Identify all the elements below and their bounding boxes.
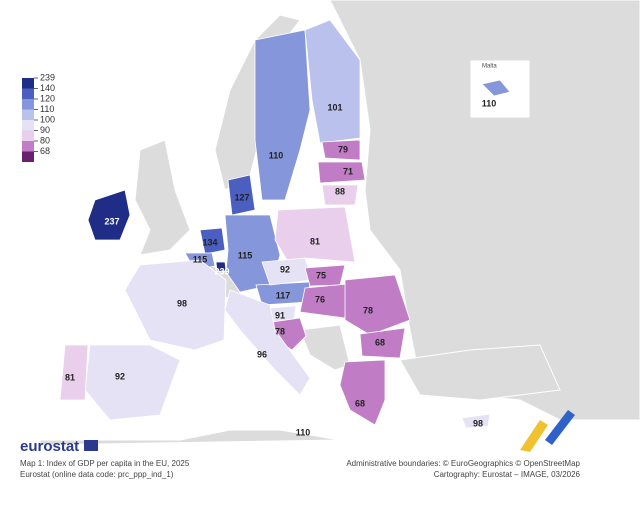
region-value: 115 [238,250,253,260]
region [481,79,511,97]
region-value: 92 [115,371,125,381]
region-value: 110 [296,427,311,437]
region-value: 134 [202,237,217,247]
region [359,327,406,359]
legend-label: 80 [40,135,50,145]
region-value: 98 [473,418,483,428]
region-value: 101 [327,102,342,112]
region [321,139,361,161]
region [339,359,386,426]
region-value: 75 [316,270,326,280]
region [227,174,256,216]
region-value: 81 [310,236,320,246]
legend-swatch [22,141,34,152]
region-value: 92 [280,264,290,274]
boundaries: Administrative boundaries: © EuroGeograp… [346,459,580,468]
region-value: 78 [363,305,373,315]
legend-swatch [22,88,34,99]
region [84,344,181,421]
region-value: 79 [338,144,348,154]
region [321,184,359,206]
caption: Map 1: Index of GDP per capita in the EU… [20,459,190,468]
region-value: 81 [65,372,75,382]
region-value: 78 [275,326,285,336]
legend-label: 239 [40,72,55,82]
region [344,274,411,336]
source: Eurostat (online data code: prc_ppp_ind_… [20,470,174,479]
region [87,189,131,241]
region [224,289,311,396]
eu-flag [84,440,98,451]
region-value: 96 [257,349,267,359]
legend-label: 100 [40,114,55,124]
region-value: 115 [193,254,208,264]
region-value: 68 [355,398,365,408]
region [304,19,361,144]
region-value: 110 [269,150,284,160]
legend-label: 110 [40,104,54,114]
legend-swatch [22,99,34,110]
region [59,344,89,401]
regions: 237 239 134 115 127 115 117 110 101 79 71 88 81 92 75 7… [59,19,511,437]
legend-swatch [22,109,34,120]
legend-label: 140 [40,83,55,93]
legend-swatch [22,120,34,131]
region-value: 110 [482,98,497,108]
region-value: 91 [275,310,285,320]
inset-title: Malta [482,64,497,70]
legend-swatch [22,151,34,162]
region-value: 239 [214,266,229,276]
region [317,161,366,184]
region-value: 98 [177,298,187,308]
region-value: 237 [104,216,119,226]
cartography: Cartography: Eurostat – IMAGE, 03/2026 [434,470,581,479]
legend-label: 120 [40,93,55,103]
region [199,227,226,255]
region-value: 88 [335,186,345,196]
brand: eurostat [20,438,79,455]
region-value: 68 [375,337,385,347]
logo-yellow [520,420,548,452]
region [124,259,227,351]
region-value: 117 [276,290,291,300]
legend-label: 68 [40,146,50,156]
region [461,413,491,429]
region-value: 127 [234,192,249,202]
logo-blue [545,410,575,445]
legend-swatch [22,78,34,89]
region-value: 76 [315,294,325,304]
legend-swatch [22,130,34,141]
region-value: 71 [343,166,353,176]
legend-label: 90 [40,125,50,135]
region [254,29,311,201]
